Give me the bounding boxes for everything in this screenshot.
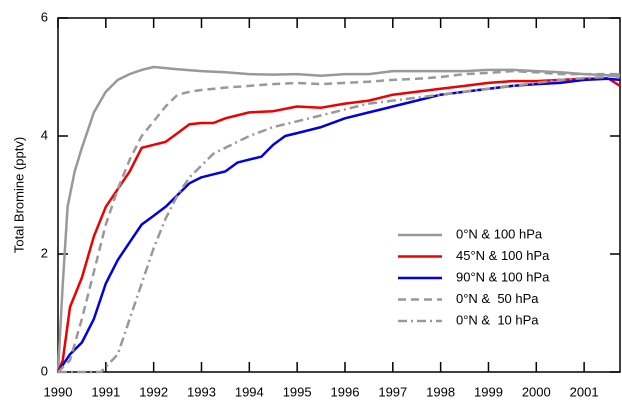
legend-label: 0°N & 10 hPa — [456, 312, 539, 327]
x-tick-label: 1993 — [187, 384, 216, 399]
series-line — [58, 72, 621, 374]
series-line — [56, 76, 621, 373]
x-tick-label: 1990 — [44, 384, 73, 399]
plot-frame — [57, 17, 621, 373]
legend-label: 0°N & 100 hPa — [456, 226, 543, 241]
legend-label: 45°N & 100 hPa — [456, 248, 550, 263]
series-line — [56, 77, 621, 373]
y-tick-label: 2 — [41, 245, 48, 260]
x-tick-label: 1996 — [331, 384, 360, 399]
x-tick-label: 1991 — [91, 384, 120, 399]
series-line — [57, 69, 620, 373]
x-tick-label: 1998 — [426, 384, 455, 399]
legend-label: 0°N & 50 hPa — [456, 291, 539, 306]
x-tick-label: 1997 — [378, 384, 407, 399]
x-tick-label: 2001 — [570, 384, 599, 399]
x-tick-label: 1995 — [283, 384, 312, 399]
x-tick-label: 1992 — [139, 384, 168, 399]
x-tick-label: 1999 — [474, 384, 503, 399]
y-tick-label: 4 — [41, 127, 48, 142]
y-tick-label: 0 — [41, 363, 48, 378]
legend-label: 90°N & 100 hPa — [456, 269, 550, 284]
x-tick-label: 2000 — [522, 384, 551, 399]
x-tick-label: 1994 — [235, 384, 264, 399]
y-axis-label: Total Bromine (pptv) — [11, 137, 26, 253]
y-tick-label: 6 — [41, 9, 48, 24]
